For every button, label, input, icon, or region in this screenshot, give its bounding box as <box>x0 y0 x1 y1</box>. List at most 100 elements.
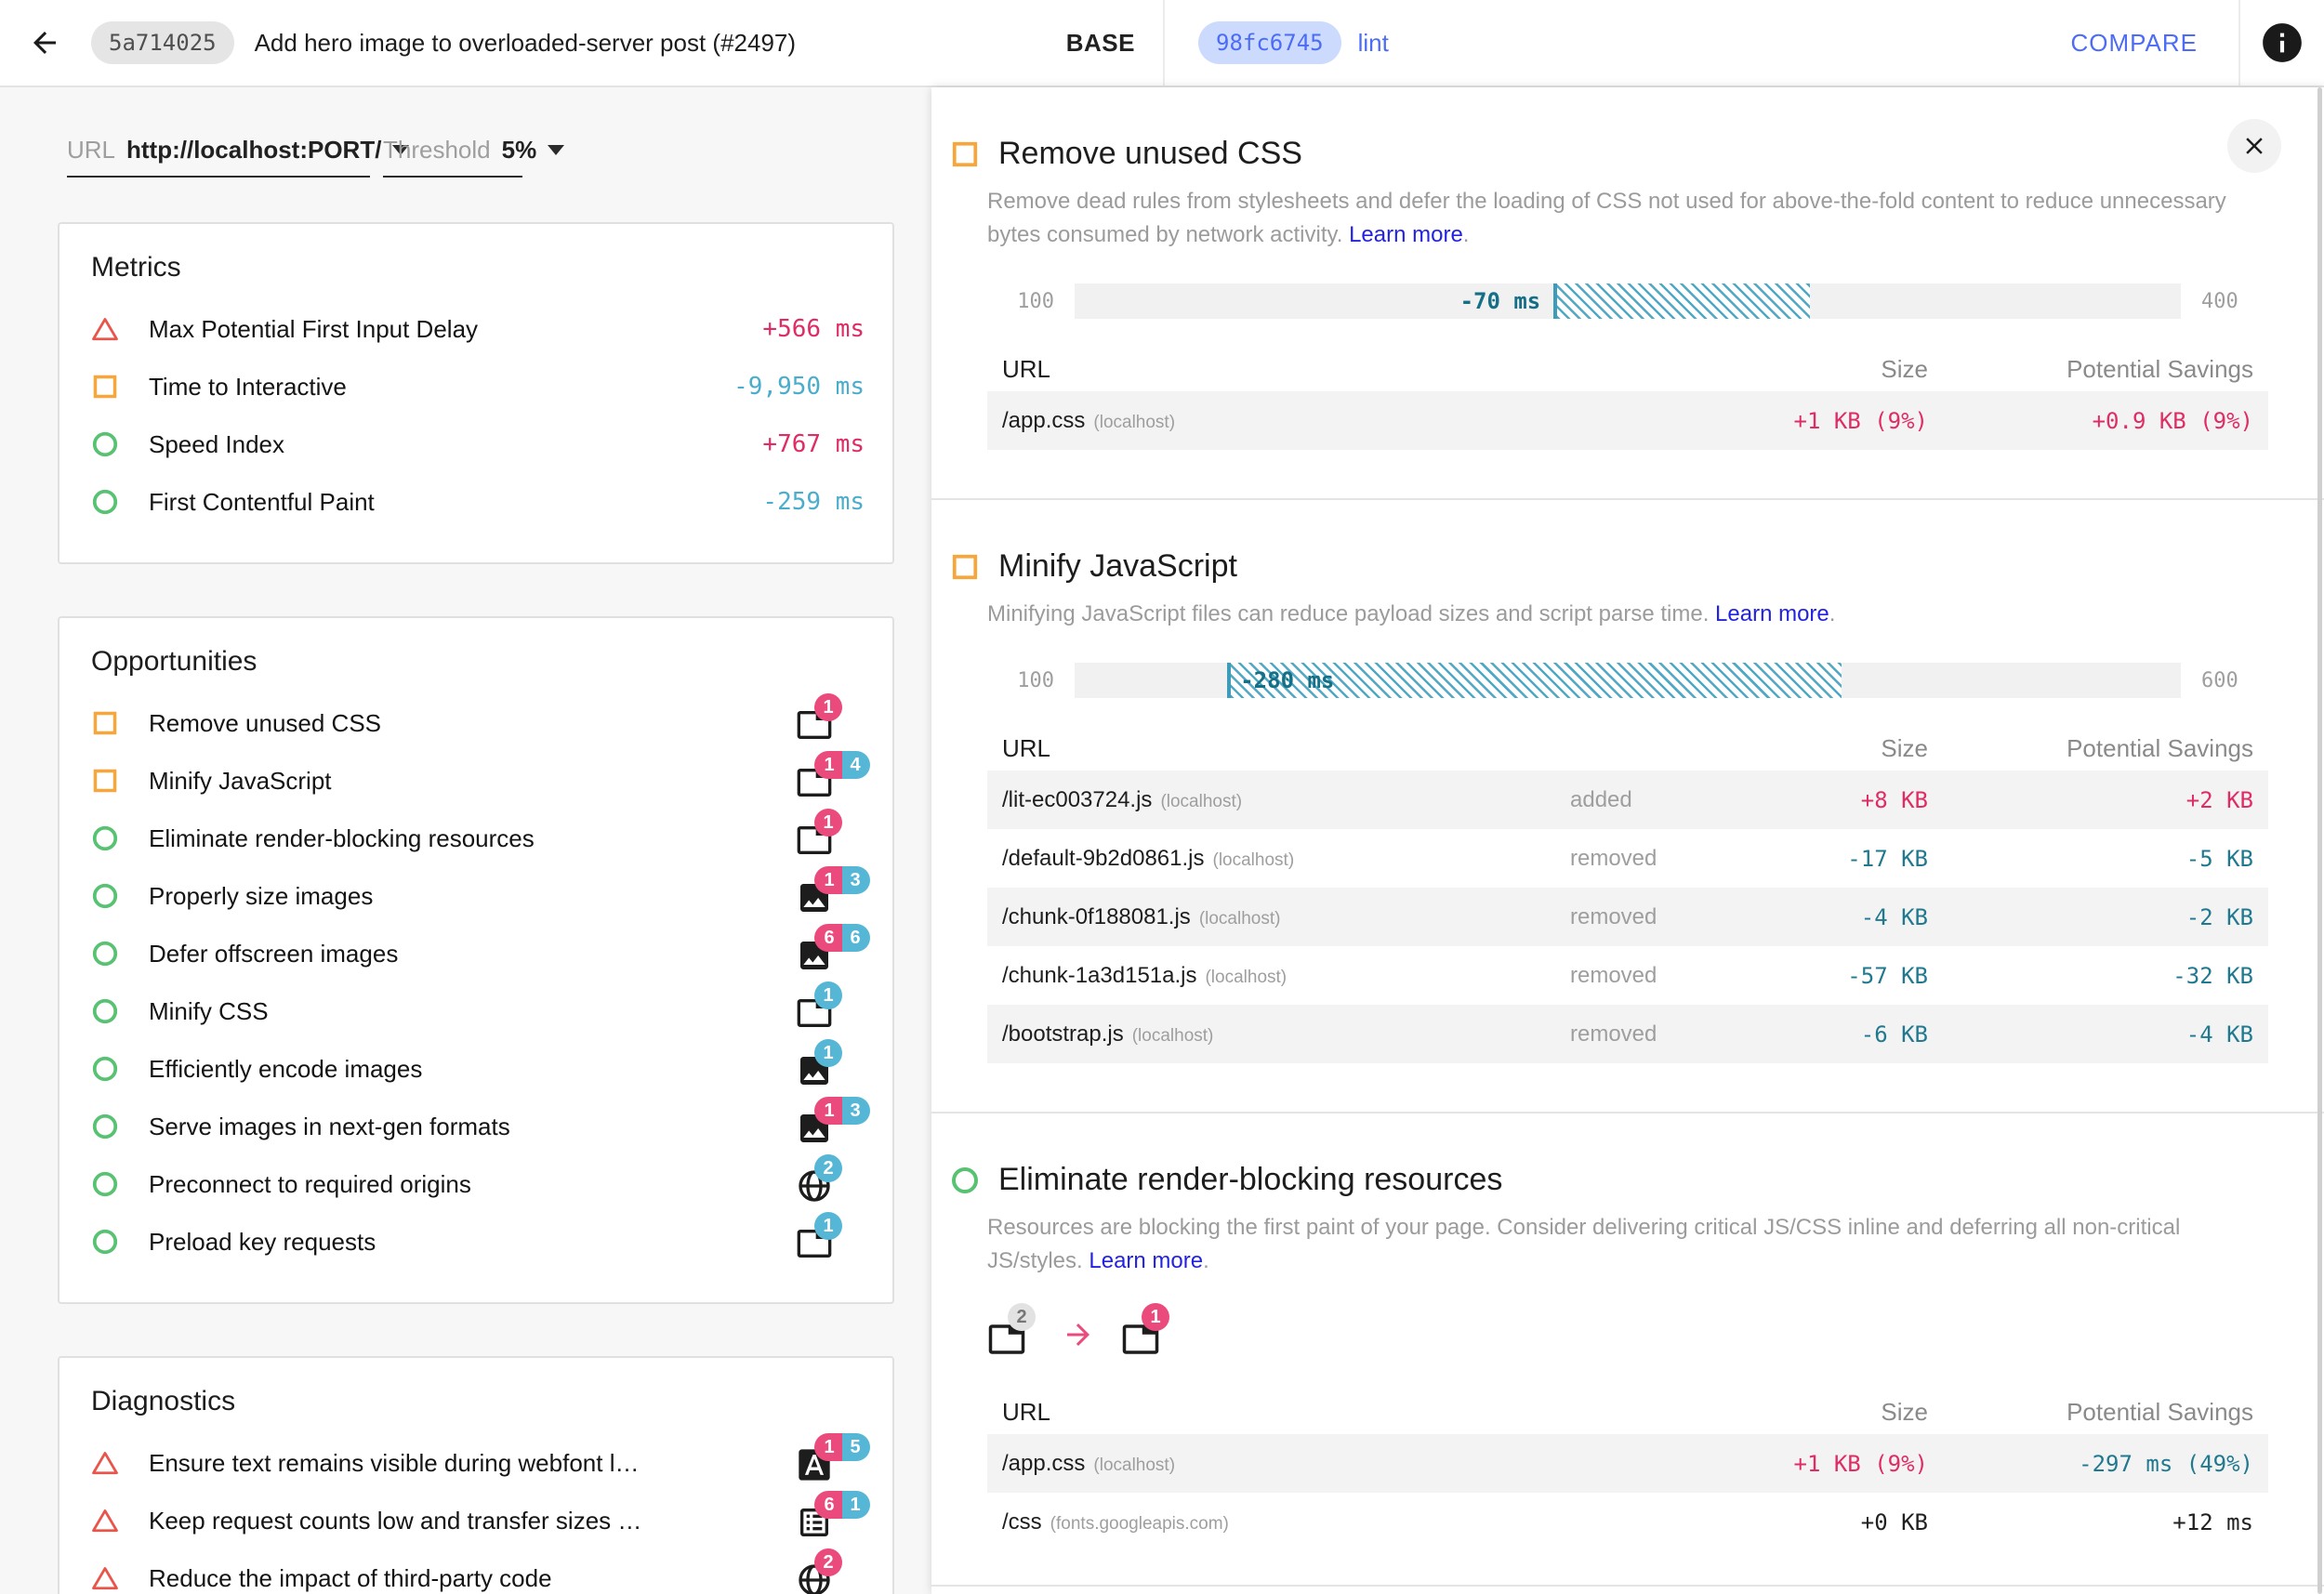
savings-bar-row: 100 -280 ms 600 <box>987 663 2268 698</box>
url-select-value: http://localhost:PORT/ <box>126 136 382 164</box>
audit-label: Remove unused CSS <box>149 708 382 737</box>
learn-more-link[interactable]: Learn more <box>1715 601 1829 626</box>
savings-delta: -32 KB <box>2172 962 2253 989</box>
size-delta: -17 KB <box>1847 845 1928 872</box>
column-url: URL <box>1002 733 1051 762</box>
document-icon: 1 <box>796 809 842 859</box>
size-delta: +1 KB (9%) <box>1793 407 1929 434</box>
regression-count-badge: 1 <box>814 866 842 894</box>
back-button[interactable] <box>0 0 89 86</box>
compare-button[interactable]: COMPARE <box>2070 28 2198 57</box>
size-delta: +0 KB <box>1860 1508 1928 1535</box>
url-select-label: URL <box>67 136 116 164</box>
top-bar: 5a714025 Add hero image to overloaded-se… <box>0 0 2324 87</box>
audit-row-third-party-code[interactable]: Reduce the impact of third-party code 2 <box>86 1548 865 1594</box>
savings-bar-row: 100 -70 ms 400 <box>987 283 2268 319</box>
pass-circle-icon <box>91 940 119 968</box>
base-commit-hash[interactable]: 5a714025 <box>91 21 234 64</box>
change-type: removed <box>1570 962 1657 988</box>
detail-title: Eliminate render-blocking resources <box>998 1162 1503 1197</box>
metric-label: First Contentful Paint <box>149 487 375 516</box>
close-button[interactable] <box>2227 119 2281 173</box>
bar-min-label: 100 <box>1017 668 1054 692</box>
metric-delta: -9,950 ms <box>733 373 865 401</box>
table-header: URL Size Potential Savings <box>987 726 2268 771</box>
compare-build-section: 98fc6745 lint COMPARE <box>1165 0 2238 86</box>
resource-host: (localhost) <box>1205 967 1287 987</box>
audit-row-remove-unused-css[interactable]: Remove unused CSS 1 <box>86 693 865 752</box>
table-row: /chunk-1a3d151a.js (localhost) removed -5… <box>987 946 2268 1005</box>
detail-description: Minifying JavaScript files can reduce pa… <box>987 601 1836 626</box>
change-type: removed <box>1570 903 1657 929</box>
audit-row-minify-css[interactable]: Minify CSS 1 <box>86 981 865 1040</box>
improvement-count-badge: 3 <box>842 866 870 894</box>
metric-row[interactable]: Speed Index +767 ms <box>86 415 865 473</box>
compare-commit-hash[interactable]: 98fc6745 <box>1198 21 1341 64</box>
learn-more-link[interactable]: Learn more <box>1349 222 1463 247</box>
resource-url: /default-9b2d0861.js (localhost) <box>1002 845 1295 871</box>
audit-row-preconnect[interactable]: Preconnect to required origins 2 <box>86 1154 865 1213</box>
audit-row-request-counts[interactable]: Keep request counts low and transfer siz… <box>86 1491 870 1549</box>
diagnostics-title: Diagnostics <box>91 1386 236 1416</box>
metric-row[interactable]: Max Potential First Input Delay +566 ms <box>86 300 865 358</box>
audit-label: Preload key requests <box>149 1227 376 1256</box>
savings-bar-value: -70 ms <box>1459 288 1541 314</box>
learn-more-link[interactable]: Learn more <box>1089 1248 1204 1273</box>
warn-square-icon <box>91 767 119 795</box>
resource-host: (localhost) <box>1198 908 1281 929</box>
metric-delta: +767 ms <box>762 430 865 458</box>
audit-label: Efficiently encode images <box>149 1054 423 1083</box>
arrow-right-icon <box>1067 1324 1089 1346</box>
resource-host: (localhost) <box>1212 850 1295 870</box>
detail-title: Minify JavaScript <box>998 548 1237 584</box>
table-row: /lit-ec003724.js (localhost) added +8 KB … <box>987 771 2268 829</box>
audit-row-webfont-visible[interactable]: Ensure text remains visible during webfo… <box>86 1433 870 1492</box>
savings-delta: -5 KB <box>2185 845 2253 872</box>
metric-row[interactable]: First Contentful Paint -259 ms <box>86 473 865 531</box>
resource-url: /lit-ec003724.js (localhost) <box>1002 786 1243 812</box>
resource-url: /app.css (localhost) <box>1002 1450 1176 1476</box>
regression-count-badge: 1 <box>814 693 842 721</box>
savings-delta: -297 ms (49%) <box>2079 1450 2253 1477</box>
resource-url: /app.css (localhost) <box>1002 407 1176 433</box>
threshold-select[interactable]: Threshold 5% <box>383 128 565 178</box>
main-area: URL http://localhost:PORT/ Threshold 5% … <box>0 87 2324 1594</box>
metric-delta: +566 ms <box>762 315 865 343</box>
url-select[interactable]: URL http://localhost:PORT/ <box>67 128 410 178</box>
metric-row[interactable]: Time to Interactive -9,950 ms <box>86 358 865 415</box>
scrollbar[interactable] <box>2317 87 2322 1594</box>
opportunities-title: Opportunities <box>91 646 257 677</box>
audit-row-eliminate-render-blocking[interactable]: Eliminate render-blocking resources 1 <box>86 809 865 867</box>
metric-label: Time to Interactive <box>149 372 347 401</box>
badge-group: 1 <box>814 693 842 721</box>
resource-host: (localhost) <box>1093 1455 1176 1475</box>
fail-triangle-icon <box>91 1564 119 1592</box>
summary-column: URL http://localhost:PORT/ Threshold 5% … <box>0 87 931 1594</box>
audit-row-efficiently-encode-images[interactable]: Efficiently encode images 1 <box>86 1039 865 1098</box>
resource-host: (localhost) <box>1160 791 1243 811</box>
fail-triangle-icon <box>91 315 119 343</box>
audit-label: Preconnect to required origins <box>149 1169 471 1198</box>
regression-count-badge: 1 <box>814 1097 842 1125</box>
table-header: URL Size Potential Savings <box>987 1390 2268 1434</box>
size-delta: -57 KB <box>1847 962 1928 989</box>
change-type: removed <box>1570 1021 1657 1047</box>
improvement-count-badge: 1 <box>814 981 842 1009</box>
improvement-count-badge: 4 <box>842 751 870 779</box>
pass-circle-icon <box>91 430 119 458</box>
table-header: URL Size Potential Savings <box>987 347 2268 391</box>
audit-label: Minify CSS <box>149 996 269 1025</box>
info-icon[interactable] <box>2259 20 2305 66</box>
detail-description: Remove dead rules from stylesheets and d… <box>987 189 2226 247</box>
audit-row-preload-key-requests[interactable]: Preload key requests 1 <box>86 1212 865 1271</box>
close-icon <box>2246 138 2263 154</box>
image-icon: 1 <box>796 1039 842 1089</box>
audit-label: Eliminate render-blocking resources <box>149 823 535 852</box>
badge-group: 1 <box>814 981 842 1009</box>
warn-square-icon <box>91 709 119 737</box>
